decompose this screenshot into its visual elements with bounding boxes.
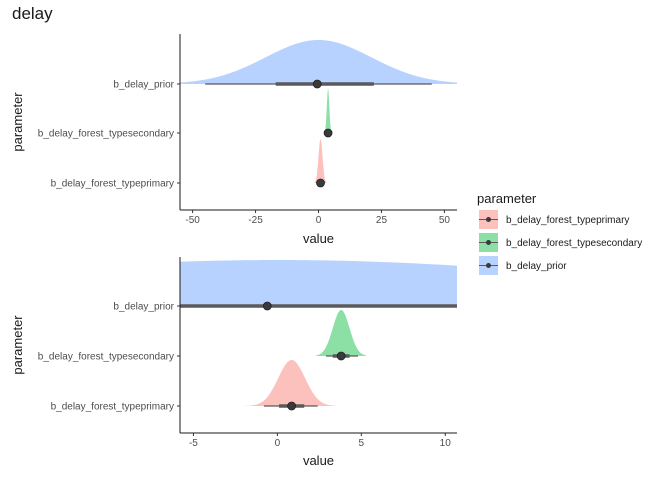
x-tick-label: 0	[275, 438, 281, 449]
y-axis-title: parameter	[10, 315, 25, 375]
legend-label: b_delay_forest_typesecondary	[506, 238, 642, 249]
x-tick-label: -25	[248, 215, 263, 226]
y-tick-label: b_delay_forest_typesecondary	[38, 352, 174, 363]
legend: parameter b_delay_forest_typeprimary b_de…	[477, 191, 642, 275]
x-tick-label: 10	[440, 438, 452, 449]
density-b_delay_forest_typeprimary	[238, 360, 337, 406]
chart-panel-2: b_delay_prior b_delay_forest_typesecondar…	[10, 257, 457, 468]
density-b_delay_forest_typesecondary	[315, 310, 367, 356]
x-tick-label: 0	[316, 215, 322, 226]
point-b_delay_forest_typesecondary	[323, 128, 333, 138]
x-tick-label: 50	[439, 215, 451, 226]
x-axis-title: value	[303, 231, 334, 246]
density-b_delay_prior	[180, 40, 457, 84]
x-tick-label: 5	[359, 438, 365, 449]
legend-key-point	[486, 217, 491, 222]
legend-item: b_delay_forest_typeprimary	[479, 210, 629, 229]
x-tick-label: -50	[185, 215, 200, 226]
page-title: delay	[12, 4, 53, 23]
y-tick-label: b_delay_forest_typeprimary	[51, 179, 174, 190]
legend-label: b_delay_prior	[506, 261, 567, 272]
legend-title: parameter	[477, 191, 537, 206]
y-tick-label: b_delay_prior	[113, 80, 174, 91]
x-tick-label: -5	[189, 438, 198, 449]
legend-label: b_delay_forest_typeprimary	[506, 215, 629, 226]
x-axis-title: value	[303, 453, 334, 468]
legend-item: b_delay_forest_typesecondary	[479, 233, 642, 252]
point-b_delay_prior	[262, 301, 272, 311]
point-b_delay_prior	[312, 79, 322, 89]
density-b_delay_prior	[180, 260, 457, 306]
y-tick-label: b_delay_forest_typesecondary	[38, 129, 174, 140]
x-tick-label: 25	[376, 215, 388, 226]
density-b_delay_forest_typeprimary	[314, 139, 327, 183]
chart-panel-1: b_delay_prior b_delay_forest_typesecondar…	[10, 34, 457, 246]
point-b_delay_forest_typeprimary	[316, 178, 325, 188]
legend-key-point	[486, 240, 491, 245]
y-tick-label: b_delay_forest_typeprimary	[51, 402, 174, 413]
y-axis-title: parameter	[10, 92, 25, 152]
y-tick-label: b_delay_prior	[113, 302, 174, 313]
density-b_delay_forest_typesecondary	[324, 89, 332, 133]
legend-item: b_delay_prior	[479, 256, 567, 275]
point-b_delay_forest_typeprimary	[287, 401, 297, 411]
legend-key-point	[486, 263, 491, 268]
point-b_delay_forest_typesecondary	[336, 351, 346, 361]
